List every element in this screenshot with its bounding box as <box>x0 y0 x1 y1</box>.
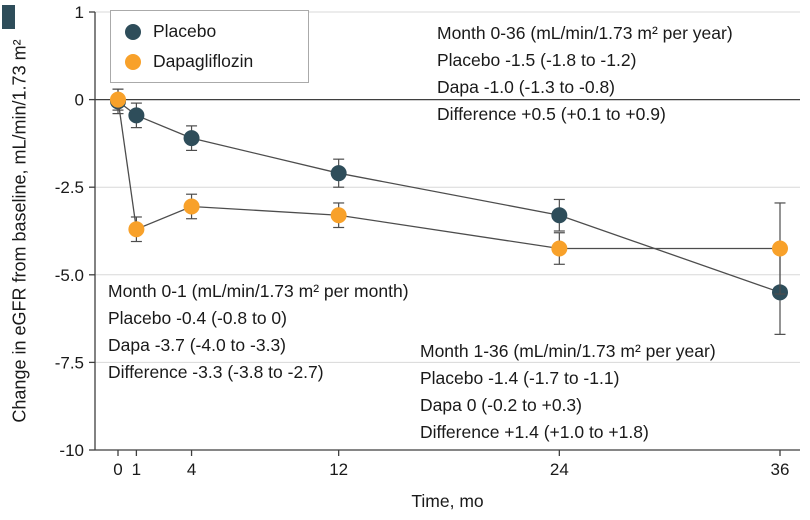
series-line-dapagliflozin <box>117 99 780 250</box>
y-axis-title: Change in eGFR from baseline, mL/min/1.7… <box>9 39 30 423</box>
data-point-dapagliflozin <box>772 240 788 257</box>
figure-panel-marker <box>2 5 15 29</box>
x-axis-title: Time, mo <box>411 491 484 511</box>
data-point-placebo <box>551 207 568 224</box>
legend-label-dapagliflozin: Dapagliflozin <box>153 51 254 71</box>
annotation-line: Placebo -1.5 (-1.8 to -1.2) <box>437 50 637 70</box>
y-tick-label: 1 <box>75 3 84 22</box>
x-tick-label: 12 <box>329 460 348 479</box>
data-point-placebo <box>330 165 347 182</box>
x-tick-label: 1 <box>132 460 141 479</box>
x-tick-label: 0 <box>113 460 122 479</box>
annotation-line: Placebo -1.4 (-1.7 to -1.1) <box>420 368 620 388</box>
annotation-line: Difference -3.3 (-3.8 to -2.7) <box>108 362 324 382</box>
dapagliflozin-marker-swatch <box>125 53 141 70</box>
annotation-line: Month 0-1 (mL/min/1.73 m² per month) <box>108 281 409 301</box>
placebo-marker-swatch <box>125 23 141 40</box>
data-point-dapagliflozin <box>128 221 145 238</box>
legend: Placebo Dapagliflozin <box>110 10 309 83</box>
data-point-placebo <box>183 130 200 147</box>
annotation-month-0-36: Month 0-36 (mL/min/1.73 m² per year) Pla… <box>437 20 733 128</box>
series-line-placebo <box>117 100 781 293</box>
data-point-placebo <box>128 107 145 124</box>
x-tick-label: 4 <box>187 460 196 479</box>
x-tick-label: 24 <box>550 460 569 479</box>
annotation-line: Difference +0.5 (+0.1 to +0.9) <box>437 104 666 124</box>
annotation-line: Placebo -0.4 (-0.8 to 0) <box>108 308 287 328</box>
data-point-dapagliflozin <box>110 91 126 108</box>
annotation-line: Month 1-36 (mL/min/1.73 m² per year) <box>420 341 716 361</box>
annotation-line: Month 0-36 (mL/min/1.73 m² per year) <box>437 23 733 43</box>
annotation-line: Dapa -3.7 (-4.0 to -3.3) <box>108 335 286 355</box>
data-point-dapagliflozin <box>330 207 347 224</box>
data-point-dapagliflozin <box>551 240 568 257</box>
y-tick-label: -2.5 <box>55 178 84 197</box>
y-tick-label: -10 <box>59 441 84 460</box>
legend-item-dapagliflozin: Dapagliflozin <box>125 51 294 72</box>
y-tick-label: -5.0 <box>55 266 84 285</box>
data-point-dapagliflozin <box>183 198 200 215</box>
legend-label-placebo: Placebo <box>153 21 217 41</box>
y-tick-label: -7.5 <box>55 353 84 372</box>
y-tick-label: 0 <box>75 91 84 110</box>
legend-item-placebo: Placebo <box>125 21 294 42</box>
annotation-line: Dapa 0 (-0.2 to +0.3) <box>420 395 582 415</box>
annotation-month-1-36: Month 1-36 (mL/min/1.73 m² per year) Pla… <box>420 338 716 446</box>
annotation-line: Dapa -1.0 (-1.3 to -0.8) <box>437 77 615 97</box>
annotation-month-0-1: Month 0-1 (mL/min/1.73 m² per month) Pla… <box>108 278 409 386</box>
x-tick-label: 36 <box>771 460 790 479</box>
annotation-line: Difference +1.4 (+1.0 to +1.8) <box>420 422 649 442</box>
